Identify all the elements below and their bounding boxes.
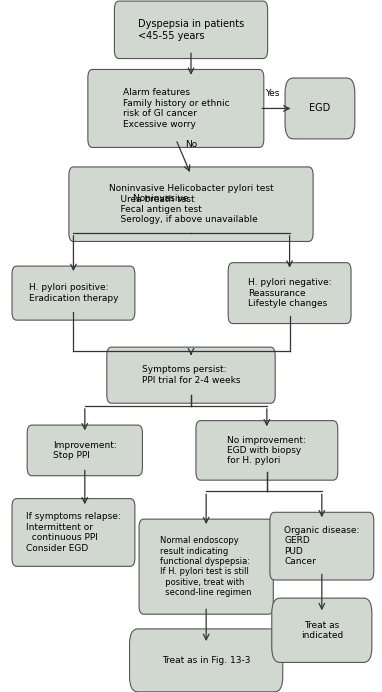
Text: Noninvasive Helicobacter pylori test
    Urea breath test
    Fecal antigen test: Noninvasive Helicobacter pylori test Ure… [109, 184, 273, 224]
Text: If symptoms relapse:
Intermittent or
  continuous PPI
Consider EGD: If symptoms relapse: Intermittent or con… [26, 512, 121, 553]
FancyBboxPatch shape [107, 347, 275, 403]
Text: Treat as in Fig. 13-3: Treat as in Fig. 13-3 [162, 656, 251, 665]
FancyBboxPatch shape [69, 167, 313, 242]
Text: No: No [185, 140, 197, 149]
FancyBboxPatch shape [114, 1, 268, 59]
FancyBboxPatch shape [196, 421, 338, 480]
Text: Normal endoscopy
result indicating
functional dyspepsia:
If H. pylori test is st: Normal endoscopy result indicating funct… [160, 536, 252, 597]
FancyBboxPatch shape [27, 425, 142, 475]
Text: Treat as
indicated: Treat as indicated [301, 621, 343, 640]
FancyBboxPatch shape [285, 78, 355, 139]
FancyBboxPatch shape [270, 512, 374, 580]
Text: Noninvasive: Noninvasive [133, 194, 191, 203]
Text: Alarm features
Family history or ethnic
risk of GI cancer
Excessive worry: Alarm features Family history or ethnic … [123, 89, 229, 129]
Text: H. pylori negative:
Reassurance
Lifestyle changes: H. pylori negative: Reassurance Lifestyl… [248, 278, 332, 308]
Text: Organic disease:
GERD
PUD
Cancer: Organic disease: GERD PUD Cancer [284, 526, 359, 566]
Text: Dyspepsia in patients
<45-55 years: Dyspepsia in patients <45-55 years [138, 19, 244, 41]
Text: H. pylori positive:
Eradication therapy: H. pylori positive: Eradication therapy [29, 284, 118, 303]
Text: Improvement:
Stop PPI: Improvement: Stop PPI [53, 441, 117, 460]
FancyBboxPatch shape [129, 629, 283, 692]
Text: No improvement:
EGD with biopsy
for H. pylori: No improvement: EGD with biopsy for H. p… [227, 435, 306, 465]
FancyBboxPatch shape [272, 598, 372, 662]
Text: Symptoms persist:
PPI trial for 2-4 weeks: Symptoms persist: PPI trial for 2-4 week… [142, 365, 240, 385]
FancyBboxPatch shape [139, 519, 273, 614]
FancyBboxPatch shape [88, 69, 264, 147]
FancyBboxPatch shape [12, 266, 135, 320]
Text: EGD: EGD [309, 104, 330, 113]
Text: Yes: Yes [265, 89, 280, 98]
FancyBboxPatch shape [228, 263, 351, 324]
FancyBboxPatch shape [12, 499, 135, 566]
